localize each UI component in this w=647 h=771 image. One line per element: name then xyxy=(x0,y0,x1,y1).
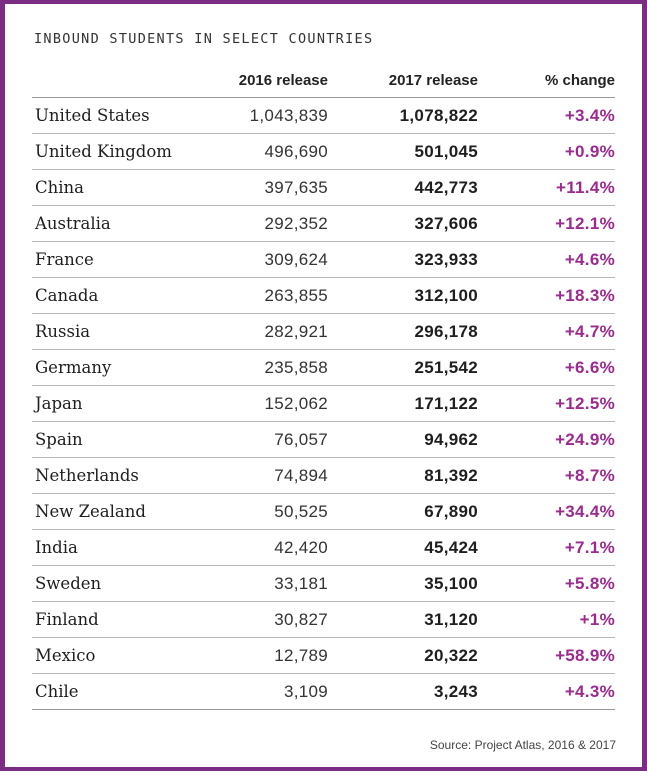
value-2016-cell: 30,827 xyxy=(192,601,328,638)
country-cell: Australia xyxy=(32,205,192,242)
table-row: United Kingdom 496,690 501,045 +0.9% xyxy=(32,133,615,170)
value-2016-cell: 496,690 xyxy=(192,133,328,170)
table-title: INBOUND STUDENTS IN SELECT COUNTRIES xyxy=(34,31,374,47)
value-2017-cell: 35,100 xyxy=(328,565,478,602)
table-row: France 309,624 323,933 +4.6% xyxy=(32,241,615,278)
country-cell: Finland xyxy=(32,601,192,638)
value-2017-cell: 327,606 xyxy=(328,205,478,242)
value-2017-cell: 81,392 xyxy=(328,457,478,494)
value-2017-cell: 31,120 xyxy=(328,601,478,638)
value-2016-cell: 33,181 xyxy=(192,565,328,602)
header-row: 2016 release 2017 release % change xyxy=(32,64,615,98)
percent-change-cell: +18.3% xyxy=(478,277,615,314)
value-2017-cell: 171,122 xyxy=(328,385,478,422)
table-row: Japan 152,062 171,122 +12.5% xyxy=(32,385,615,422)
country-cell: Germany xyxy=(32,349,192,386)
percent-change-cell: +6.6% xyxy=(478,349,615,386)
value-2017-cell: 67,890 xyxy=(328,493,478,530)
value-2017-cell: 296,178 xyxy=(328,313,478,350)
value-2017-cell: 1,078,822 xyxy=(328,97,478,134)
country-cell: Sweden xyxy=(32,565,192,602)
percent-change-cell: +5.8% xyxy=(478,565,615,602)
country-cell: Chile xyxy=(32,673,192,710)
percent-change-cell: +7.1% xyxy=(478,529,615,566)
value-2016-cell: 397,635 xyxy=(192,169,328,206)
table-row: Sweden 33,181 35,100 +5.8% xyxy=(32,565,615,602)
value-2017-cell: 20,322 xyxy=(328,637,478,674)
percent-change-cell: +0.9% xyxy=(478,133,615,170)
table-card: INBOUND STUDENTS IN SELECT COUNTRIES 201… xyxy=(5,4,642,767)
value-2016-cell: 42,420 xyxy=(192,529,328,566)
percent-change-cell: +12.1% xyxy=(478,205,615,242)
table-row: Spain 76,057 94,962 +24.9% xyxy=(32,421,615,458)
value-2016-cell: 12,789 xyxy=(192,637,328,674)
percent-change-cell: +4.3% xyxy=(478,673,615,710)
percent-change-cell: +8.7% xyxy=(478,457,615,494)
students-table: 2016 release 2017 release % change Unite… xyxy=(32,64,615,710)
value-2016-cell: 152,062 xyxy=(192,385,328,422)
table-row: New Zealand 50,525 67,890 +34.4% xyxy=(32,493,615,530)
table-row: United States 1,043,839 1,078,822 +3.4% xyxy=(32,97,615,134)
table-row: Germany 235,858 251,542 +6.6% xyxy=(32,349,615,386)
table-row: Canada 263,855 312,100 +18.3% xyxy=(32,277,615,314)
percent-change-cell: +24.9% xyxy=(478,421,615,458)
value-2016-cell: 76,057 xyxy=(192,421,328,458)
country-cell: United Kingdom xyxy=(32,133,192,170)
table-row: Chile 3,109 3,243 +4.3% xyxy=(32,673,615,710)
value-2017-cell: 45,424 xyxy=(328,529,478,566)
percent-change-cell: +3.4% xyxy=(478,97,615,134)
country-cell: Japan xyxy=(32,385,192,422)
table-row: Russia 282,921 296,178 +4.7% xyxy=(32,313,615,350)
table-row: India 42,420 45,424 +7.1% xyxy=(32,529,615,566)
value-2016-cell: 282,921 xyxy=(192,313,328,350)
value-2016-cell: 50,525 xyxy=(192,493,328,530)
header-country xyxy=(32,64,192,98)
value-2016-cell: 263,855 xyxy=(192,277,328,314)
table-row: China 397,635 442,773 +11.4% xyxy=(32,169,615,206)
table-row: Mexico 12,789 20,322 +58.9% xyxy=(32,637,615,674)
table-row: Netherlands 74,894 81,392 +8.7% xyxy=(32,457,615,494)
value-2016-cell: 309,624 xyxy=(192,241,328,278)
percent-change-cell: +4.7% xyxy=(478,313,615,350)
value-2017-cell: 251,542 xyxy=(328,349,478,386)
country-cell: Mexico xyxy=(32,637,192,674)
country-cell: Russia xyxy=(32,313,192,350)
table-row: Finland 30,827 31,120 +1% xyxy=(32,601,615,638)
country-cell: Netherlands xyxy=(32,457,192,494)
source-note: Source: Project Atlas, 2016 & 2017 xyxy=(429,738,616,752)
value-2017-cell: 3,243 xyxy=(328,673,478,710)
percent-change-cell: +34.4% xyxy=(478,493,615,530)
country-cell: New Zealand xyxy=(32,493,192,530)
country-cell: France xyxy=(32,241,192,278)
country-cell: India xyxy=(32,529,192,566)
value-2016-cell: 3,109 xyxy=(192,673,328,710)
header-2017: 2017 release xyxy=(328,64,478,98)
percent-change-cell: +1% xyxy=(478,601,615,638)
value-2017-cell: 312,100 xyxy=(328,277,478,314)
country-cell: Canada xyxy=(32,277,192,314)
country-cell: United States xyxy=(32,97,192,134)
value-2016-cell: 74,894 xyxy=(192,457,328,494)
value-2016-cell: 235,858 xyxy=(192,349,328,386)
value-2016-cell: 292,352 xyxy=(192,205,328,242)
country-cell: China xyxy=(32,169,192,206)
value-2016-cell: 1,043,839 xyxy=(192,97,328,134)
percent-change-cell: +4.6% xyxy=(478,241,615,278)
table-row: Australia 292,352 327,606 +12.1% xyxy=(32,205,615,242)
percent-change-cell: +58.9% xyxy=(478,637,615,674)
percent-change-cell: +12.5% xyxy=(478,385,615,422)
value-2017-cell: 501,045 xyxy=(328,133,478,170)
country-cell: Spain xyxy=(32,421,192,458)
percent-change-cell: +11.4% xyxy=(478,169,615,206)
table-body: United States 1,043,839 1,078,822 +3.4% Unit… xyxy=(32,97,615,710)
value-2017-cell: 323,933 xyxy=(328,241,478,278)
value-2017-cell: 94,962 xyxy=(328,421,478,458)
value-2017-cell: 442,773 xyxy=(328,169,478,206)
header-change: % change xyxy=(478,64,615,98)
header-2016: 2016 release xyxy=(192,64,328,98)
